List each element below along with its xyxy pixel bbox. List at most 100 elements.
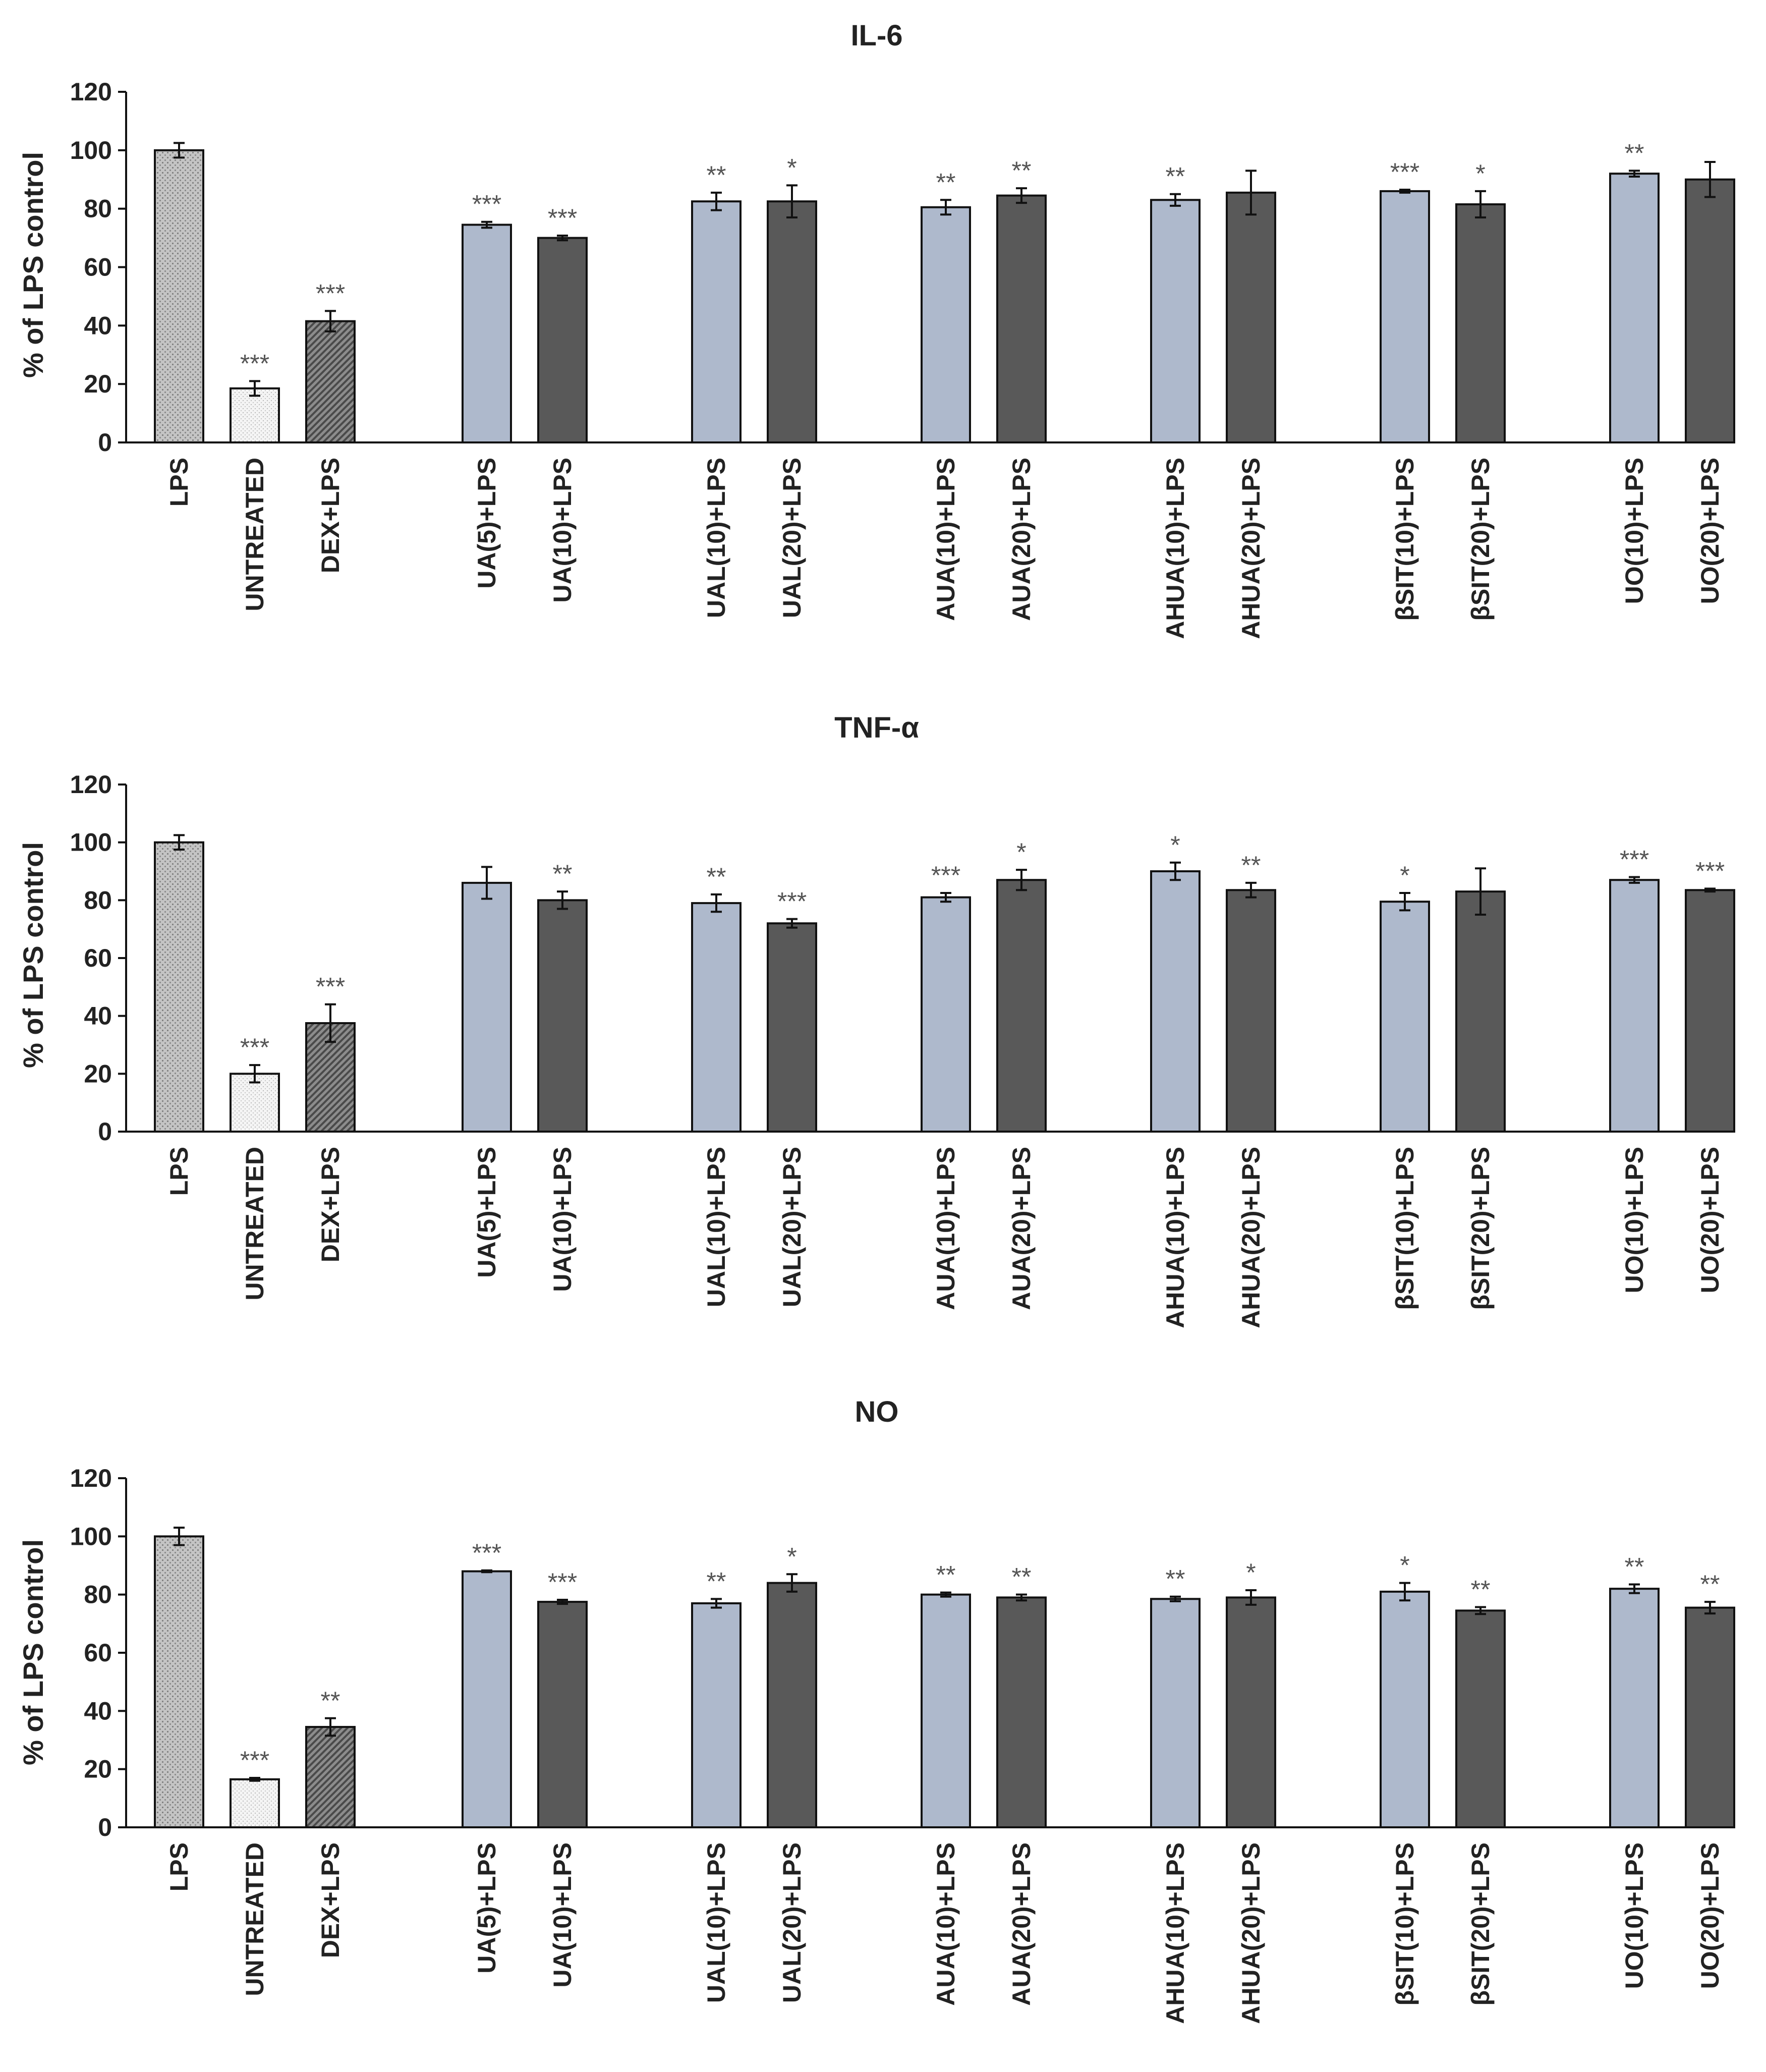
error-bar (940, 1591, 951, 1598)
error-bar (1016, 869, 1027, 891)
bar (462, 1570, 512, 1829)
error-bar (325, 310, 336, 332)
category-label: AUA(10)+LPS (932, 1147, 960, 1310)
category-label: AHUA(20)+LPS (1237, 1842, 1265, 2024)
significance-label: ** (936, 1561, 956, 1589)
significance-label: * (1400, 861, 1409, 889)
error-bar (786, 184, 797, 219)
significance-label: *** (548, 204, 577, 232)
error-bar (1399, 892, 1410, 912)
category-label: UO(20)+LPS (1696, 1147, 1724, 1293)
error-bar (325, 1003, 336, 1043)
y-tick-label: 40 (84, 1002, 112, 1030)
bar (1455, 203, 1506, 443)
y-tick-label: 40 (84, 311, 112, 340)
category-label: UA(10)+LPS (548, 1147, 577, 1292)
chart-panel-tnf-alpha: TNF-α % of LPS control 0 20 40 60 80 100 120 LP… (17, 711, 1735, 1328)
bar (996, 194, 1047, 443)
category-label: LPS (165, 1842, 193, 1891)
error-bar (1170, 1595, 1181, 1602)
category-label: UO(20)+LPS (1696, 458, 1724, 604)
y-axis-label: % of LPS control (17, 152, 49, 378)
category-label: AHUA(10)+LPS (1161, 458, 1189, 639)
category-label: βSIT(20)+LPS (1466, 1147, 1495, 1310)
bar (462, 881, 512, 1133)
error-bar (1245, 881, 1257, 899)
category-label: AHUA(20)+LPS (1237, 1147, 1265, 1328)
bar (305, 320, 356, 443)
error-bar (1170, 861, 1181, 881)
bar (230, 1778, 280, 1829)
bar (462, 223, 512, 443)
bar (154, 149, 204, 444)
y-tick-label: 100 (70, 828, 112, 857)
bar (996, 1596, 1047, 1829)
category-label: UAL(10)+LPS (702, 1147, 730, 1307)
error-bar (249, 380, 260, 397)
y-tick-label: 20 (84, 1059, 112, 1088)
bar (1380, 901, 1430, 1133)
category-label: AHUA(20)+LPS (1237, 458, 1265, 639)
significance-label: * (1170, 831, 1180, 859)
bar (537, 1601, 588, 1828)
significance-label: ** (1166, 162, 1185, 191)
category-label: UO(10)+LPS (1620, 1842, 1648, 1989)
significance-label: * (1016, 838, 1026, 866)
significance-label: ** (1625, 1552, 1644, 1581)
error-bar (711, 191, 722, 211)
bar (1226, 191, 1276, 443)
significance-label: * (787, 1542, 796, 1571)
bar (691, 1602, 742, 1828)
y-tick-label: 0 (98, 1117, 112, 1146)
category-label: βSIT(10)+LPS (1391, 1842, 1419, 2006)
category-label: UNTREATED (241, 1842, 269, 1996)
bar (305, 1726, 356, 1829)
error-bar (1704, 1601, 1716, 1615)
bar (1380, 1590, 1430, 1828)
bar (767, 200, 817, 443)
error-bar (1016, 1593, 1027, 1602)
significance-label: ** (1012, 156, 1032, 185)
bar (691, 200, 742, 443)
category-label: βSIT(10)+LPS (1391, 458, 1419, 621)
error-bar (1399, 1582, 1410, 1602)
significance-label: ** (1241, 851, 1261, 879)
significance-label: *** (240, 349, 269, 377)
bar (1609, 173, 1660, 443)
error-bar (1170, 193, 1181, 207)
error-bar (786, 1573, 797, 1593)
bar (230, 387, 280, 444)
category-label: UAL(10)+LPS (702, 1842, 730, 2003)
y-tick-label: 60 (84, 944, 112, 972)
error-bar (1475, 190, 1486, 219)
bar (921, 1593, 971, 1829)
category-label: UNTREATED (241, 458, 269, 611)
y-tick-label: 20 (84, 370, 112, 398)
error-bar (1475, 867, 1486, 916)
y-axis-label: % of LPS control (17, 842, 49, 1068)
significance-label: *** (240, 1746, 269, 1774)
bar (1685, 178, 1735, 443)
category-label: UAL(20)+LPS (778, 1842, 806, 2003)
error-bar (249, 1776, 260, 1782)
bar (1150, 1598, 1201, 1828)
error-bar (940, 199, 951, 216)
category-label: UA(10)+LPS (548, 1842, 577, 1988)
category-label: AUA(20)+LPS (1007, 1842, 1036, 2006)
y-tick-label: 120 (70, 1464, 112, 1492)
significance-label: ** (1166, 1565, 1185, 1593)
y-tick-label: 100 (70, 1522, 112, 1550)
bar (1609, 879, 1660, 1133)
error-bar (325, 1717, 336, 1737)
y-axis-label: % of LPS control (17, 1539, 49, 1765)
error-bar (481, 1569, 492, 1574)
significance-label: *** (316, 973, 345, 1001)
error-bar (1704, 161, 1716, 198)
bar (1226, 889, 1276, 1133)
error-bar (1399, 189, 1410, 194)
category-label: UA(5)+LPS (473, 458, 501, 589)
error-bar (711, 1598, 722, 1609)
y-tick-label: 80 (84, 195, 112, 223)
error-bar (1629, 170, 1640, 178)
